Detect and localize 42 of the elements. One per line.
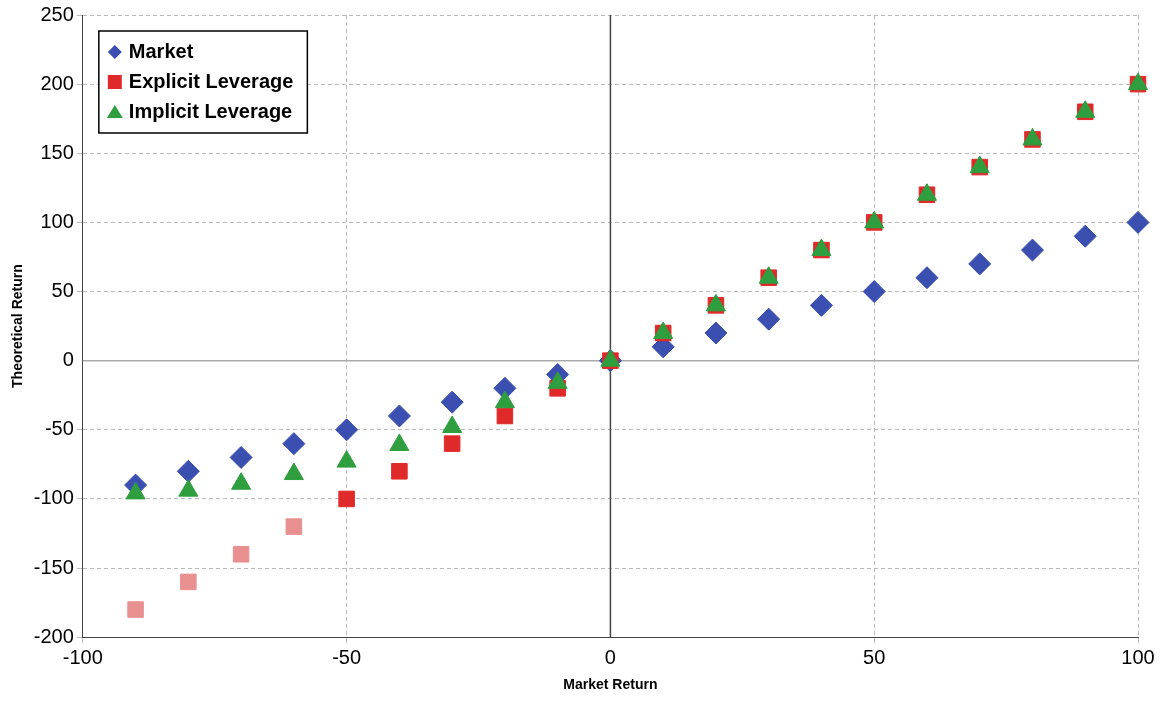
y-tick-label: -150	[33, 555, 74, 578]
y-axis-title: Theoretical Return	[9, 264, 26, 388]
y-tick-label: 0	[62, 348, 74, 371]
point	[862, 280, 886, 304]
point	[443, 435, 461, 452]
point	[176, 459, 200, 483]
x-tick-label: 50	[863, 645, 886, 668]
x-tick-label: 0	[604, 645, 616, 668]
point	[285, 518, 303, 535]
point	[180, 573, 197, 591]
point	[387, 404, 411, 428]
point	[335, 418, 359, 442]
point	[704, 321, 728, 345]
point	[968, 252, 992, 276]
y-tick-label: -50	[44, 417, 74, 440]
point	[1073, 224, 1097, 248]
y-tick-label: 100	[40, 209, 74, 232]
y-tick-label: 150	[40, 140, 74, 163]
x-tick-label: 100	[1121, 645, 1155, 668]
x-axis-title: Market Return	[563, 676, 658, 693]
y-tick-label: -200	[33, 624, 74, 647]
y-tick-label: 250	[40, 2, 74, 25]
legend-label: Implicit Leverage	[128, 99, 293, 122]
point	[232, 545, 250, 563]
point	[440, 390, 464, 414]
point	[127, 601, 144, 618]
point	[809, 293, 833, 317]
point	[338, 490, 355, 508]
point	[496, 407, 514, 425]
point	[915, 266, 939, 290]
x-tick-label: -50	[332, 645, 362, 668]
point	[282, 432, 306, 456]
y-tick-label: -100	[33, 486, 74, 509]
legend-label: Explicit Leverage	[128, 69, 294, 92]
y-tick-label: 50	[51, 279, 74, 302]
point	[1126, 210, 1150, 234]
point	[1020, 238, 1044, 262]
y-tick-label: 200	[40, 71, 74, 94]
point	[229, 445, 253, 469]
point	[757, 307, 781, 331]
point	[391, 463, 408, 480]
legend-label: Market	[128, 39, 194, 62]
